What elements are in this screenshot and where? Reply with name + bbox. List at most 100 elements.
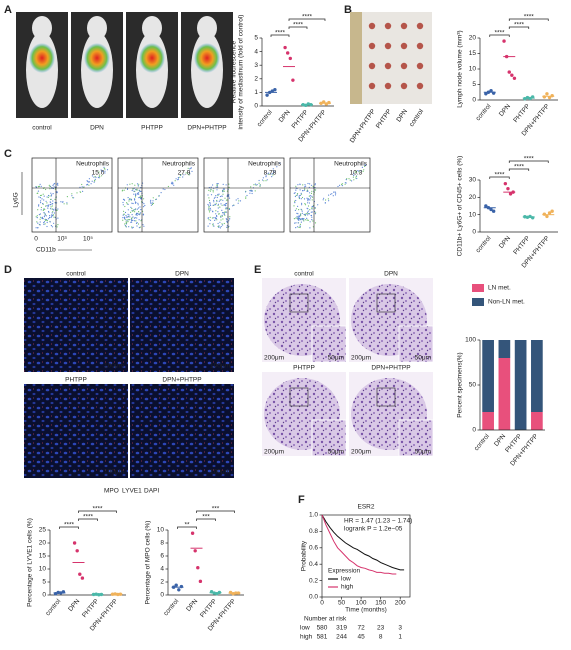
flow-event xyxy=(128,226,130,228)
flow-event xyxy=(47,207,49,209)
flow-event xyxy=(307,202,309,204)
y-axis-label: Percent specimens(%) xyxy=(457,352,464,417)
x-tick-label: control xyxy=(473,432,491,452)
flow-event xyxy=(50,216,52,218)
annotation: HR = 1.47 (1.23 − 1.74) xyxy=(344,518,412,525)
flow-event xyxy=(212,189,214,191)
flow-event xyxy=(39,197,42,199)
data-point xyxy=(80,576,85,580)
x-tick-label: control xyxy=(475,234,493,254)
y-tick-label: 5 xyxy=(254,35,258,42)
flow-event xyxy=(45,205,47,207)
flow-event xyxy=(224,211,226,213)
flow-event xyxy=(298,195,300,197)
flow-event xyxy=(39,194,42,197)
flow-event xyxy=(127,203,129,205)
flow-event xyxy=(175,178,177,180)
zoom-box xyxy=(376,293,396,313)
flow-event xyxy=(302,217,304,220)
lymph-node xyxy=(400,42,408,50)
flow-event xyxy=(212,204,214,206)
flow-event xyxy=(144,204,146,207)
flow-event xyxy=(104,172,106,174)
flow-event xyxy=(305,185,307,187)
flow-event xyxy=(87,183,89,185)
gate-name: Neutrophils xyxy=(162,161,196,168)
flow-event xyxy=(254,183,256,185)
flow-event xyxy=(265,180,267,182)
y-tick-label: 10 xyxy=(469,211,477,218)
flow-event xyxy=(253,184,255,186)
risk-value: 580 xyxy=(317,625,328,632)
plot-frame xyxy=(321,514,411,598)
scale-bar: 100μm xyxy=(210,469,230,476)
data-point xyxy=(174,583,178,587)
y-axis-label: Lymph node volume (mm³) xyxy=(457,30,464,107)
flow-event xyxy=(217,193,219,196)
flow-event xyxy=(300,208,302,210)
flow-event xyxy=(212,211,214,213)
flow-event xyxy=(209,204,212,206)
flow-event xyxy=(136,192,139,194)
risk-value: 1 xyxy=(398,634,402,641)
flow-event xyxy=(128,200,130,202)
stain-legend: MPO xyxy=(104,488,119,495)
flow-event xyxy=(41,216,44,218)
lymph-node xyxy=(384,82,392,90)
flow-event xyxy=(309,183,311,185)
flow-event xyxy=(294,195,296,198)
flow-event xyxy=(52,203,54,205)
flow-event xyxy=(138,207,140,209)
x-tick-label: DPN xyxy=(67,598,81,613)
flow-event xyxy=(150,202,152,204)
flow-event xyxy=(209,207,211,209)
flow-event xyxy=(47,204,50,206)
flow-event xyxy=(81,183,83,186)
flow-event xyxy=(274,171,276,173)
flow-event xyxy=(222,218,224,220)
flow-event xyxy=(222,212,224,214)
flow-event xyxy=(224,197,226,199)
flow-event xyxy=(46,221,48,224)
inset xyxy=(311,419,347,457)
flow-event xyxy=(344,183,346,185)
y-tick-label: 0 xyxy=(160,592,164,599)
flow-event xyxy=(249,192,251,194)
significance-label: **** xyxy=(524,156,535,163)
y-tick-label: 8 xyxy=(160,540,164,547)
y-tick-label: 0.8 xyxy=(309,528,318,535)
flow-event xyxy=(162,188,164,190)
flow-event xyxy=(135,201,137,204)
y-tick-label: 0 xyxy=(42,592,46,599)
significance-bracket xyxy=(508,160,549,163)
flow-event xyxy=(307,205,310,207)
significance-bracket xyxy=(288,18,326,21)
flow-event xyxy=(190,167,192,169)
mouse-head xyxy=(142,16,162,40)
y-tick-label: 0 xyxy=(472,97,476,104)
flow-event xyxy=(191,170,193,172)
flow-event xyxy=(57,217,59,219)
flow-event xyxy=(296,215,298,218)
flow-event xyxy=(295,222,297,224)
scale-bar: 100μm xyxy=(210,363,230,370)
flow-event xyxy=(81,186,83,188)
lymph-node xyxy=(400,82,408,90)
flow-event xyxy=(136,225,138,227)
flow-event xyxy=(223,204,225,206)
flow-event xyxy=(216,214,218,217)
flow-event xyxy=(213,225,215,227)
flow-event xyxy=(226,226,228,228)
flow-event xyxy=(309,227,311,229)
flow-event xyxy=(138,227,140,229)
y-tick-label: 15 xyxy=(469,50,477,57)
legend-label: LN met. xyxy=(488,285,511,292)
flow-event xyxy=(47,196,50,198)
if-image xyxy=(24,278,128,372)
flow-event xyxy=(360,170,362,172)
flow-event xyxy=(180,174,182,176)
flow-event xyxy=(299,218,301,220)
y-tick-label: 0.0 xyxy=(309,594,318,601)
flow-event xyxy=(334,194,337,196)
lymph-node xyxy=(416,42,424,50)
